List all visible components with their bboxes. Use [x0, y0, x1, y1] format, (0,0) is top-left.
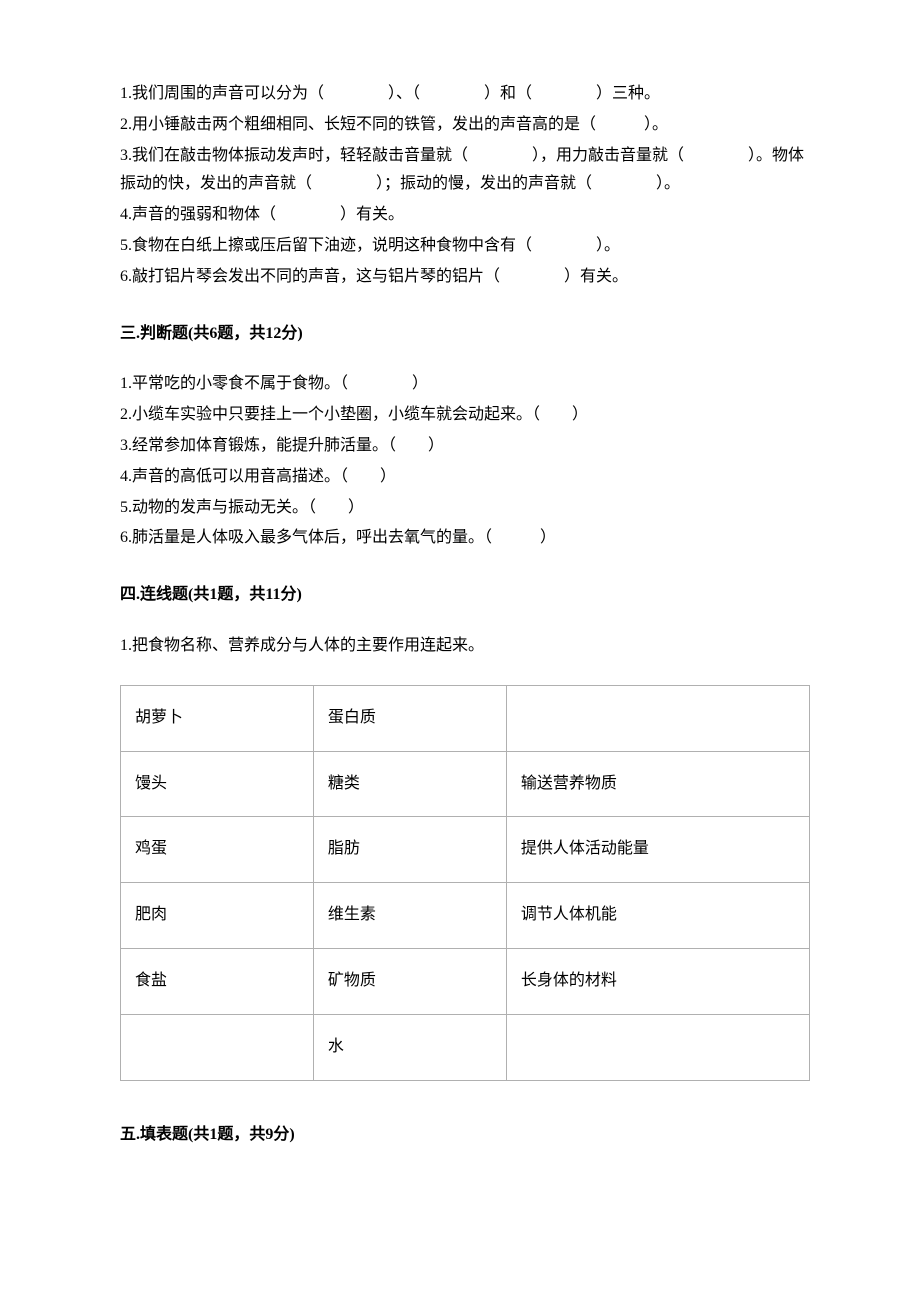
table-row: 鸡蛋 脂肪 提供人体活动能量	[121, 817, 810, 883]
function-cell	[506, 1014, 809, 1080]
nutrient-cell: 脂肪	[313, 817, 506, 883]
judge-item-5: 5.动物的发声与振动无关。（ ）	[120, 494, 810, 523]
fill-item-6: 6.敲打铝片琴会发出不同的声音，这与铝片琴的铝片（ ）有关。	[120, 263, 810, 292]
fill-item-5: 5.食物在白纸上擦或压后留下油迹，说明这种食物中含有（ ）。	[120, 232, 810, 261]
match-table: 胡萝卜 蛋白质 馒头 糖类 输送营养物质 鸡蛋 脂肪 提供人体活动能量 肥肉 维…	[120, 685, 810, 1081]
judge-section: 1.平常吃的小零食不属于食物。（ ） 2.小缆车实验中只要挂上一个小垫圈，小缆车…	[120, 370, 810, 553]
function-cell: 输送营养物质	[506, 751, 809, 817]
table-section-heading: 五.填表题(共1题，共9分)	[120, 1121, 810, 1150]
fill-item-4: 4.声音的强弱和物体（ ）有关。	[120, 201, 810, 230]
table-row: 食盐 矿物质 长身体的材料	[121, 948, 810, 1014]
food-cell	[121, 1014, 314, 1080]
table-row: 胡萝卜 蛋白质	[121, 685, 810, 751]
nutrient-cell: 水	[313, 1014, 506, 1080]
fill-item-3: 3.我们在敲击物体振动发声时，轻轻敲击音量就（ ），用力敲击音量就（ ）。物体振…	[120, 142, 810, 200]
food-cell: 鸡蛋	[121, 817, 314, 883]
function-cell	[506, 685, 809, 751]
function-cell: 调节人体机能	[506, 883, 809, 949]
nutrient-cell: 蛋白质	[313, 685, 506, 751]
judge-item-1: 1.平常吃的小零食不属于食物。（ ）	[120, 370, 810, 399]
table-row: 水	[121, 1014, 810, 1080]
table-row: 肥肉 维生素 调节人体机能	[121, 883, 810, 949]
function-cell: 长身体的材料	[506, 948, 809, 1014]
judge-section-heading: 三.判断题(共6题，共12分)	[120, 320, 810, 349]
nutrient-cell: 矿物质	[313, 948, 506, 1014]
fill-item-1: 1.我们周围的声音可以分为（ ）、（ ）和（ ）三种。	[120, 80, 810, 109]
function-cell: 提供人体活动能量	[506, 817, 809, 883]
judge-item-4: 4.声音的高低可以用音高描述。（ ）	[120, 463, 810, 492]
food-cell: 食盐	[121, 948, 314, 1014]
judge-item-6: 6.肺活量是人体吸入最多气体后，呼出去氧气的量。（ ）	[120, 524, 810, 553]
table-row: 馒头 糖类 输送营养物质	[121, 751, 810, 817]
food-cell: 馒头	[121, 751, 314, 817]
nutrient-cell: 糖类	[313, 751, 506, 817]
fill-in-section: 1.我们周围的声音可以分为（ ）、（ ）和（ ）三种。 2.用小锤敲击两个粗细相…	[120, 80, 810, 292]
judge-item-2: 2.小缆车实验中只要挂上一个小垫圈，小缆车就会动起来。（ ）	[120, 401, 810, 430]
nutrient-cell: 维生素	[313, 883, 506, 949]
food-cell: 肥肉	[121, 883, 314, 949]
fill-item-2: 2.用小锤敲击两个粗细相同、长短不同的铁管，发出的声音高的是（ ）。	[120, 111, 810, 140]
judge-item-3: 3.经常参加体育锻炼，能提升肺活量。（ ）	[120, 432, 810, 461]
match-section-heading: 四.连线题(共1题，共11分)	[120, 581, 810, 610]
match-instruction: 1.把食物名称、营养成分与人体的主要作用连起来。	[120, 632, 810, 661]
food-cell: 胡萝卜	[121, 685, 314, 751]
